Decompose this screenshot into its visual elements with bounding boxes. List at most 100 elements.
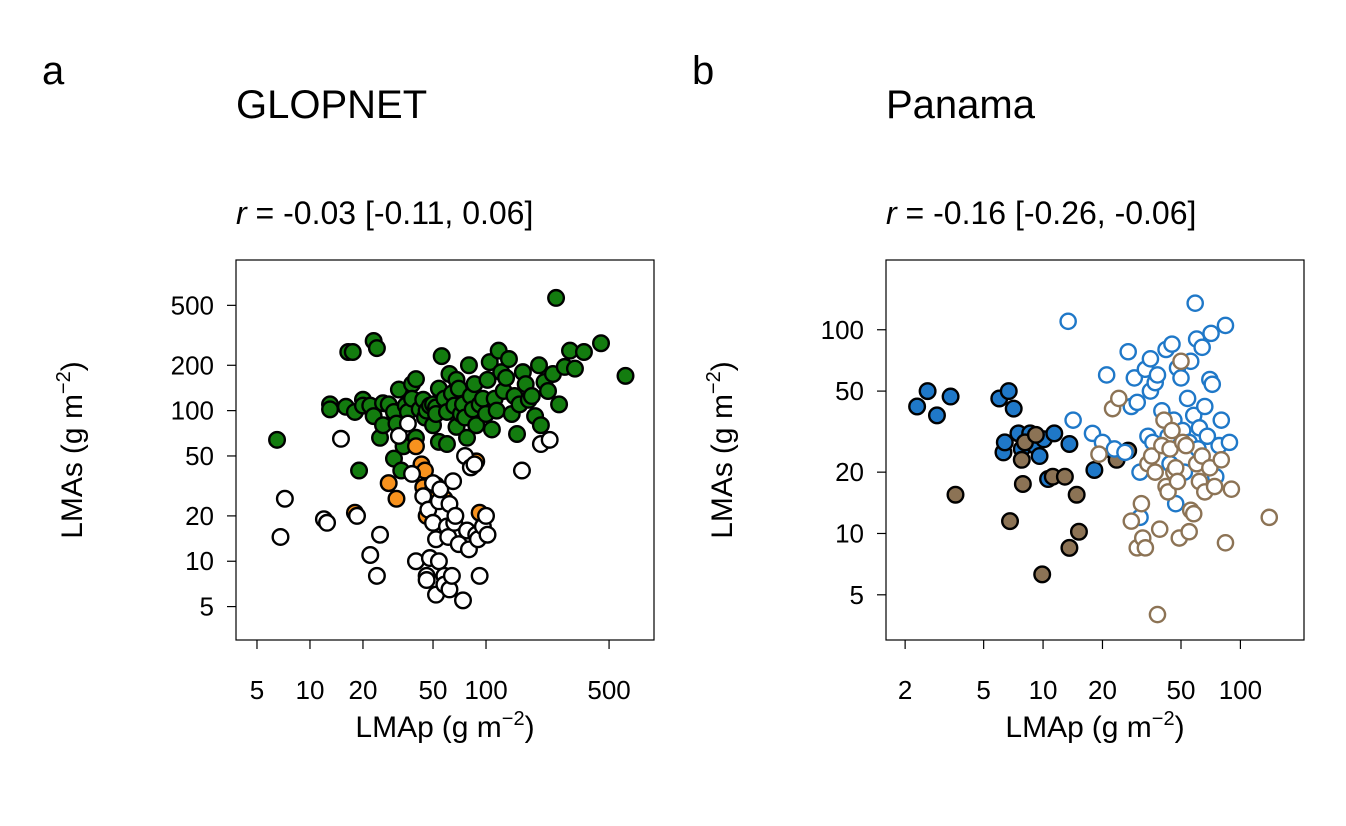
scatter-point: [1172, 369, 1190, 387]
scatter-point: [478, 525, 497, 544]
scatter-point: [1045, 424, 1064, 443]
scatter-point: [398, 414, 417, 433]
scatter-point: [453, 591, 472, 610]
y-tick-label: 200: [171, 350, 214, 380]
scatter-point: [431, 480, 450, 499]
scatter-point: [361, 546, 380, 565]
panel-a-plot-frame: [235, 259, 655, 641]
x-tick-label: 50: [419, 675, 448, 705]
scatter-point: [1216, 534, 1235, 552]
x-tick-label: 5: [976, 675, 990, 705]
x-tick-label: 20: [349, 675, 378, 705]
panel-a-x-unit-exp: −2: [502, 708, 525, 730]
y-tick-label: 10: [185, 546, 214, 576]
panel-a-glopnet: a GLOPNET r = -0.03 [-0.11, 0.06] 5 10 20 5…: [42, 49, 655, 744]
scatter-point: [1184, 504, 1203, 523]
panel-b-y-unit-close: ): [706, 361, 739, 371]
scatter-point: [348, 506, 367, 525]
scatter-point: [1132, 494, 1151, 513]
scatter-point: [927, 406, 946, 425]
scatter-point: [1177, 436, 1195, 455]
panel-a-x-label-text: LMAp: [355, 711, 433, 744]
scatter-point: [379, 474, 398, 493]
scatter-point: [1085, 460, 1104, 479]
y-tick-label: 5: [200, 592, 214, 622]
scatter-point: [275, 489, 294, 508]
scatter-point: [477, 506, 496, 525]
scatter-point: [1122, 512, 1141, 530]
x-tick-label: 2: [898, 675, 912, 705]
scatter-point: [1163, 335, 1181, 353]
scatter-point: [531, 416, 550, 435]
panel-b-y-axis: 5 10 20 50 100: [821, 315, 886, 610]
panel-a-y-unit-close: ): [56, 361, 89, 371]
scatter-point: [1205, 477, 1224, 496]
scatter-point: [1116, 443, 1134, 462]
scatter-point: [522, 387, 541, 406]
scatter-point: [1193, 338, 1211, 357]
panel-a-y-label: LMAs (g m−2): [53, 361, 89, 539]
y-tick-label: 500: [171, 290, 214, 320]
scatter-point: [1097, 366, 1116, 384]
scatter-point: [540, 430, 559, 449]
scatter-point: [1212, 411, 1231, 429]
scatter-point: [343, 343, 362, 362]
scatter-point: [512, 461, 531, 480]
scatter-point: [403, 464, 422, 483]
scatter-point: [550, 395, 569, 414]
scatter-point: [1163, 421, 1181, 440]
scatter-point: [1178, 389, 1197, 408]
scatter-point: [1141, 350, 1160, 368]
scatter-point: [480, 353, 499, 372]
scatter-point: [470, 566, 489, 585]
scatter-point: [1150, 520, 1169, 538]
scatter-point: [387, 489, 406, 508]
scatter-point: [406, 370, 425, 389]
scatter-point: [1222, 480, 1241, 498]
x-tick-label: 500: [587, 675, 630, 705]
scatter-point: [497, 368, 516, 387]
scatter-point: [908, 397, 927, 416]
scatter-point: [1168, 472, 1187, 491]
x-tick-label: 20: [1088, 675, 1117, 705]
scatter-point: [321, 400, 340, 419]
scatter-point: [1012, 450, 1031, 469]
scatter-point: [442, 566, 461, 585]
scatter-point: [1060, 434, 1079, 453]
scatter-point: [482, 420, 501, 439]
scatter-point: [999, 382, 1018, 401]
panel-b-plot-frame: [885, 259, 1305, 641]
panel-b-y-label: LMAs (g m−2): [703, 361, 739, 539]
scatter-point: [446, 506, 465, 525]
scatter-point: [458, 428, 477, 447]
scatter-point: [1059, 312, 1077, 331]
scatter-point: [1110, 389, 1128, 408]
scatter-point: [1148, 366, 1167, 384]
panel-b-corr-value: = -0.16 [-0.26, -0.06]: [897, 195, 1197, 231]
scatter-point: [1146, 463, 1164, 481]
scatter-point: [1069, 522, 1088, 541]
scatter-point: [318, 513, 337, 532]
scatter-point: [331, 429, 350, 448]
scatter-point: [539, 381, 558, 400]
scatter-point: [1180, 522, 1198, 541]
scatter-point: [459, 356, 478, 375]
scatter-point: [437, 435, 456, 454]
scatter-point: [918, 382, 937, 401]
y-tick-label: 100: [171, 396, 214, 426]
panel-a-y-unit: (g m: [56, 394, 89, 454]
scatter-point: [271, 527, 290, 546]
scatter-point: [946, 485, 965, 504]
scatter-point: [1198, 427, 1217, 446]
scatter-point: [417, 571, 436, 590]
x-tick-label: 50: [1167, 675, 1196, 705]
scatter-point: [1216, 316, 1235, 335]
scatter-point: [1064, 411, 1082, 429]
scatter-point: [1212, 450, 1231, 469]
scatter-point: [499, 350, 518, 369]
scatter-point: [1220, 433, 1239, 452]
panel-a-points: [268, 288, 635, 610]
scatter-point: [1186, 294, 1204, 313]
scatter-point: [268, 430, 287, 449]
